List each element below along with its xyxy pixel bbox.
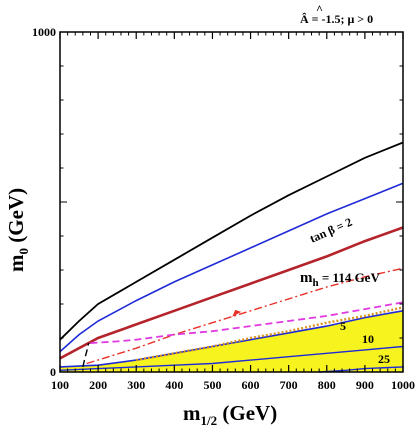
mh-label-value: = 114 GeV — [319, 270, 381, 285]
mh-arrowhead — [232, 309, 242, 317]
tanbeta-25-label: 25 — [378, 352, 390, 366]
tanbeta-label-value: = 2 — [331, 215, 354, 235]
series-line-4 — [90, 301, 404, 344]
x-tick-label: 700 — [280, 378, 298, 392]
tanbeta-line-1 — [59, 345, 404, 371]
series-line-0 — [59, 141, 404, 341]
x-tick-label: 600 — [242, 378, 260, 392]
x-tick-label: 900 — [356, 378, 374, 392]
tanbeta-line-2 — [319, 366, 404, 373]
x-tick-label: 500 — [203, 378, 221, 392]
series-line-5 — [135, 306, 404, 362]
series-line-1 — [59, 182, 404, 353]
tanbeta-10-label: 10 — [362, 332, 374, 346]
x-tick-label: 100 — [51, 378, 69, 392]
x-axis-title: m1/2 (GeV) — [183, 401, 277, 428]
chart-title-hat: ^ — [316, 2, 323, 16]
chart-title: Â = -1.5; μ > 0 — [300, 12, 373, 26]
y-tick-labels: 0 1000 — [32, 25, 56, 379]
y-axis-title: m0 (GeV) — [4, 188, 31, 272]
y-axis-title-unit: (GeV) — [4, 188, 28, 248]
series-line-2 — [59, 226, 404, 360]
series-line-6 — [82, 342, 90, 368]
x-axis-title-unit: (GeV) — [217, 401, 277, 425]
series-line-3 — [86, 267, 404, 365]
y-tick-label: 1000 — [32, 25, 56, 39]
y-tick-label: 0 — [50, 365, 56, 379]
x-tick-label: 200 — [89, 378, 107, 392]
x-axis-title-main: m — [183, 401, 201, 425]
y-axis-title-main: m — [4, 254, 28, 272]
curves — [59, 141, 404, 373]
tanbeta-label-symbol: β — [325, 222, 336, 237]
axis-ticks — [59, 32, 404, 372]
region-fill — [60, 310, 403, 372]
x-tick-label: 800 — [318, 378, 336, 392]
mh-label-sub: h — [313, 277, 319, 289]
x-tick-label: 1000 — [391, 378, 415, 392]
x-tick-label: 300 — [127, 378, 145, 392]
x-tick-labels: 100 200 300 400 500 600 700 800 900 1000 — [51, 378, 415, 392]
mh-label: mh = 114 GeV — [300, 270, 380, 289]
yellow-excluded-region — [60, 310, 403, 372]
tanbeta-5-label: 5 — [340, 319, 346, 333]
x-axis-title-sub: 1/2 — [201, 413, 218, 428]
x-tick-label: 400 — [165, 378, 183, 392]
y-axis-title-sub: 0 — [16, 248, 31, 255]
mh-label-main: m — [300, 270, 313, 286]
